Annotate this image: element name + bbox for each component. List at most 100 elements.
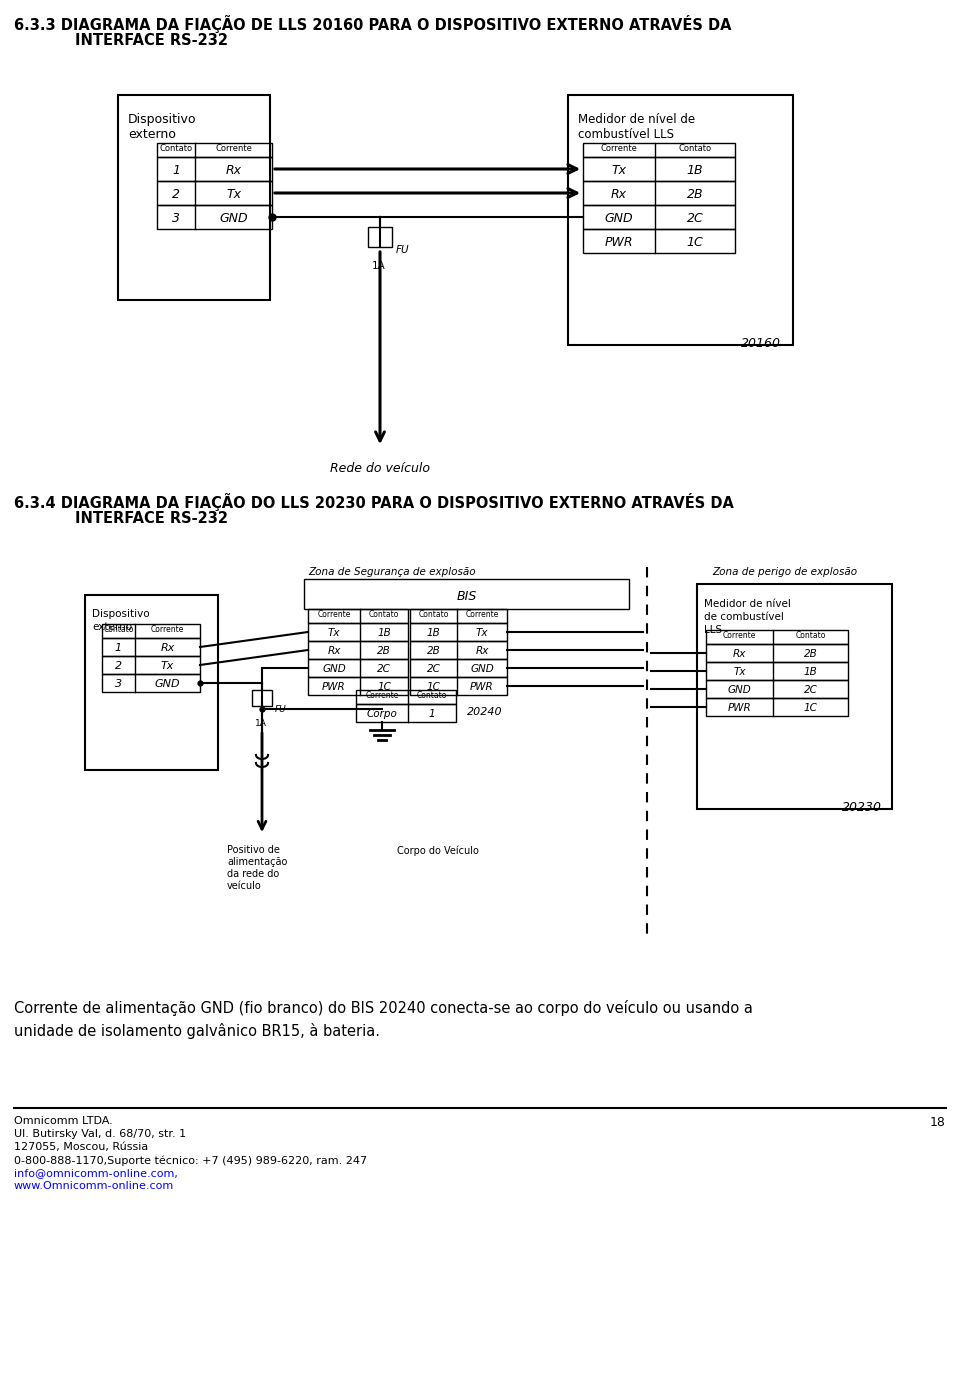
Text: Tx: Tx bbox=[612, 163, 627, 177]
Text: Contato: Contato bbox=[369, 610, 399, 619]
Bar bbox=[583, 181, 735, 204]
Bar bbox=[697, 584, 892, 809]
Text: Medidor de nível: Medidor de nível bbox=[704, 599, 791, 609]
Text: veículo: veículo bbox=[227, 881, 262, 891]
Text: PWR: PWR bbox=[470, 682, 493, 692]
Bar bbox=[583, 157, 735, 181]
Text: LLS: LLS bbox=[704, 626, 722, 635]
Bar bbox=[102, 656, 200, 674]
Text: Corrente: Corrente bbox=[151, 626, 184, 634]
Text: Zona de perigo de explosão: Zona de perigo de explosão bbox=[712, 568, 857, 577]
Text: 1B: 1B bbox=[804, 667, 817, 677]
Text: alimentação: alimentação bbox=[227, 858, 287, 867]
Bar bbox=[583, 229, 735, 253]
Text: Medidor de nível de: Medidor de nível de bbox=[578, 113, 695, 126]
Bar bbox=[102, 638, 200, 656]
Text: PWR: PWR bbox=[605, 236, 634, 249]
Text: 2B: 2B bbox=[377, 646, 391, 656]
Text: GND: GND bbox=[323, 664, 346, 674]
Text: 127055, Moscou, Rússia: 127055, Moscou, Rússia bbox=[14, 1142, 148, 1152]
Text: Rx: Rx bbox=[732, 649, 746, 659]
Text: Tx: Tx bbox=[161, 661, 174, 671]
Text: GND: GND bbox=[728, 685, 752, 695]
Text: Corrente: Corrente bbox=[601, 144, 637, 153]
Bar bbox=[308, 609, 408, 623]
Text: Omnicomm LTDA.: Omnicomm LTDA. bbox=[14, 1116, 112, 1126]
Text: Tx: Tx bbox=[476, 628, 489, 638]
Bar bbox=[157, 181, 272, 204]
Text: 6.3.3 DIAGRAMA DA FIAÇÃO DE LLS 20160 PARA O DISPOSITIVO EXTERNO ATRAVÉS DA: 6.3.3 DIAGRAMA DA FIAÇÃO DE LLS 20160 PA… bbox=[14, 15, 732, 33]
Bar bbox=[157, 157, 272, 181]
Bar bbox=[118, 95, 270, 300]
Text: Corpo do Veículo: Corpo do Veículo bbox=[397, 845, 479, 855]
Text: 1C: 1C bbox=[804, 703, 817, 713]
Bar bbox=[308, 623, 408, 641]
Bar bbox=[410, 659, 507, 677]
Text: Corrente: Corrente bbox=[466, 610, 498, 619]
Text: combustível LLS: combustível LLS bbox=[578, 128, 674, 141]
Text: Dispositivo: Dispositivo bbox=[128, 113, 197, 126]
Text: 2C: 2C bbox=[686, 211, 704, 225]
Text: 2B: 2B bbox=[686, 188, 704, 200]
Bar bbox=[706, 661, 848, 679]
Text: Corrente: Corrente bbox=[723, 631, 756, 639]
Text: FU: FU bbox=[275, 704, 287, 714]
Text: externo: externo bbox=[128, 128, 176, 141]
Text: 20240: 20240 bbox=[468, 707, 503, 717]
Text: Rx: Rx bbox=[226, 163, 242, 177]
Bar bbox=[102, 674, 200, 692]
Text: 2: 2 bbox=[172, 188, 180, 200]
Text: de combustível: de combustível bbox=[704, 612, 784, 621]
Text: GND: GND bbox=[219, 211, 248, 225]
Text: Rx: Rx bbox=[160, 644, 175, 653]
Bar bbox=[368, 226, 392, 247]
Text: 3: 3 bbox=[172, 211, 180, 225]
Text: FU: FU bbox=[396, 244, 410, 255]
Bar bbox=[85, 595, 218, 771]
Text: 20230: 20230 bbox=[842, 801, 882, 813]
Text: PWR: PWR bbox=[323, 682, 346, 692]
Text: 1C: 1C bbox=[686, 236, 704, 249]
Text: Zona de Segurança de explosão: Zona de Segurança de explosão bbox=[308, 568, 476, 577]
Text: Dispositivo: Dispositivo bbox=[92, 609, 150, 619]
Text: 2C: 2C bbox=[426, 664, 441, 674]
Text: 1C: 1C bbox=[426, 682, 441, 692]
Text: Contato: Contato bbox=[795, 631, 826, 639]
Bar bbox=[706, 697, 848, 715]
Text: 1B: 1B bbox=[686, 163, 704, 177]
Text: Contato: Contato bbox=[419, 610, 448, 619]
Text: Corrente: Corrente bbox=[215, 144, 252, 153]
Bar bbox=[410, 623, 507, 641]
Bar bbox=[410, 677, 507, 695]
Text: Contato: Contato bbox=[159, 144, 193, 153]
Text: 1B: 1B bbox=[377, 628, 391, 638]
Bar bbox=[102, 624, 200, 638]
Text: 0-800-888-1170,Suporte técnico: +7 (495) 989-6220, ram. 247: 0-800-888-1170,Suporte técnico: +7 (495)… bbox=[14, 1155, 367, 1166]
Bar bbox=[583, 144, 735, 157]
Bar bbox=[304, 579, 629, 609]
Text: Contato: Contato bbox=[417, 690, 447, 700]
Bar bbox=[706, 630, 848, 644]
Text: Rede do veículo: Rede do veículo bbox=[330, 463, 430, 475]
Text: GND: GND bbox=[605, 211, 634, 225]
Bar bbox=[706, 644, 848, 661]
Bar bbox=[356, 704, 456, 722]
Text: Contato: Contato bbox=[104, 626, 133, 634]
Text: externo: externo bbox=[92, 621, 132, 632]
Text: 1: 1 bbox=[115, 644, 122, 653]
Text: Tx: Tx bbox=[733, 667, 746, 677]
Bar bbox=[308, 641, 408, 659]
Text: Rx: Rx bbox=[611, 188, 627, 200]
Bar bbox=[252, 690, 272, 706]
Text: Rx: Rx bbox=[475, 646, 489, 656]
Text: 2B: 2B bbox=[426, 646, 441, 656]
Text: 1C: 1C bbox=[377, 682, 391, 692]
Text: Tx: Tx bbox=[327, 628, 340, 638]
Text: 2: 2 bbox=[115, 661, 122, 671]
Text: GND: GND bbox=[155, 679, 180, 689]
Bar bbox=[308, 677, 408, 695]
Bar bbox=[308, 659, 408, 677]
Text: Corrente: Corrente bbox=[366, 690, 398, 700]
Bar bbox=[157, 204, 272, 229]
Text: 18: 18 bbox=[930, 1116, 946, 1130]
